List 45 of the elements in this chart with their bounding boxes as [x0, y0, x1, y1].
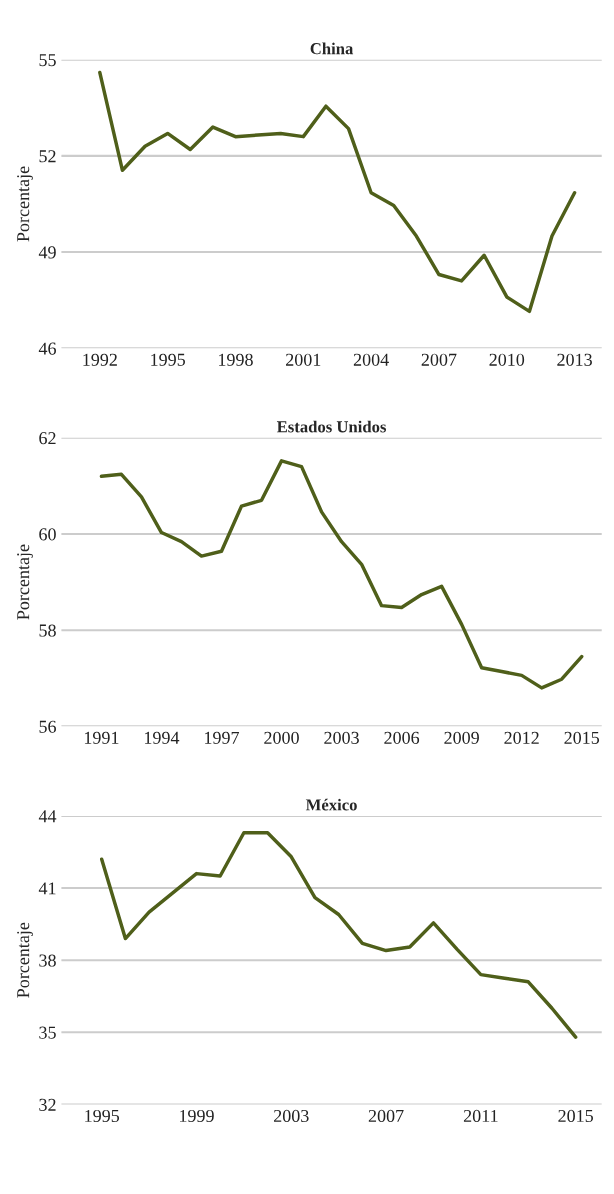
- x-tick-label: 2003: [324, 731, 359, 744]
- x-tick-label: 2007: [368, 1109, 404, 1123]
- x-tick-label: 1998: [219, 353, 253, 366]
- x-tick-label: 2015: [558, 1109, 593, 1123]
- chart-title: México: [305, 798, 357, 811]
- x-tick-label: 2011: [463, 1109, 498, 1123]
- line-series: [99, 459, 584, 690]
- x-tick-label: 2010: [489, 353, 525, 366]
- x-tick-label: 2012: [504, 731, 539, 744]
- y-tick-label: 32: [39, 1098, 56, 1111]
- y-tick-label: 38: [39, 954, 56, 967]
- x-tick-label: 1997: [205, 731, 240, 744]
- x-tick-label: 1991: [84, 731, 119, 744]
- y-tick-label: 46: [38, 342, 56, 355]
- line-series: [98, 70, 577, 314]
- x-tick-label: 2006: [384, 731, 420, 744]
- line-series: [99, 830, 578, 1039]
- x-tick-label: 2015: [564, 731, 600, 744]
- y-tick-label: 55: [39, 54, 56, 67]
- x-tick-label: 2000: [264, 731, 299, 744]
- y-tick-label: 35: [39, 1026, 56, 1039]
- x-tick-label: 2007: [421, 353, 457, 366]
- y-tick-label: 56: [39, 720, 56, 733]
- x-tick-label: 1992: [83, 353, 117, 366]
- y-tick-label: 49: [38, 246, 56, 259]
- x-tick-label: 2003: [274, 1109, 309, 1123]
- x-tick-label: 1999: [180, 1109, 214, 1123]
- y-tick-label: 62: [39, 432, 56, 445]
- y-tick-label: 60: [39, 528, 56, 541]
- x-tick-label: 2001: [286, 353, 321, 366]
- x-tick-label: 2004: [353, 353, 389, 366]
- x-tick-label: 2009: [444, 731, 479, 744]
- y-axis-title: Porcentaje: [17, 166, 33, 242]
- chart-title: Estados Unidos: [276, 420, 387, 433]
- y-axis-title: Porcentaje: [17, 544, 33, 620]
- x-tick-label: 1994: [144, 731, 180, 744]
- x-tick-label: 1995: [85, 1109, 120, 1123]
- y-tick-label: 41: [38, 882, 56, 895]
- x-tick-label: 2013: [557, 353, 592, 366]
- y-axis-title: Porcentaje: [17, 922, 33, 998]
- y-tick-label: 52: [39, 150, 56, 163]
- y-tick-label: 58: [39, 624, 56, 637]
- chart-title: China: [310, 42, 354, 55]
- x-tick-label: 1995: [151, 353, 186, 366]
- y-tick-label: 44: [38, 810, 57, 823]
